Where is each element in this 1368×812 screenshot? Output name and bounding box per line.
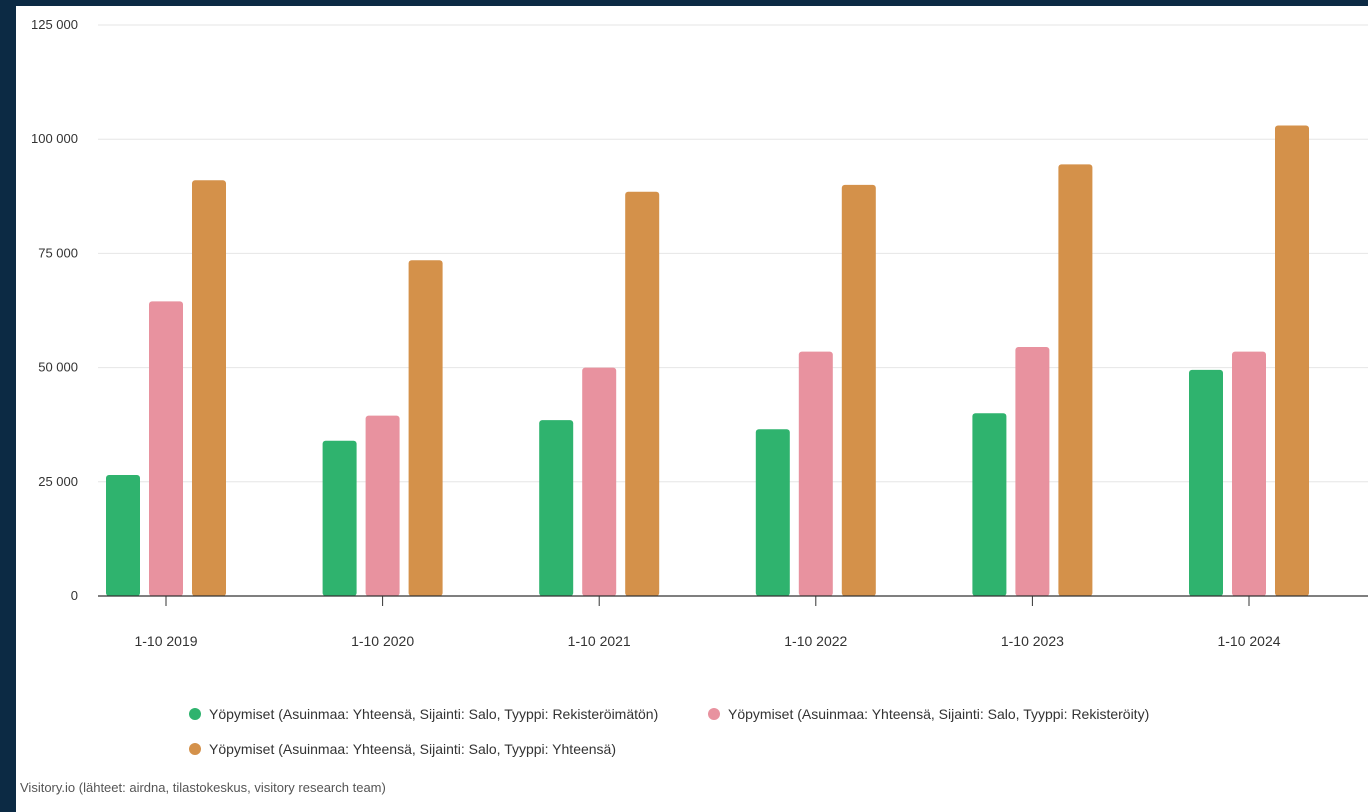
bar-1-1-10-2020[interactable] bbox=[322, 440, 357, 596]
bar-3-1-10-2023[interactable] bbox=[1058, 164, 1093, 596]
bar-2-1-10-2020[interactable] bbox=[365, 415, 400, 596]
credits: Visitory.io (lähteet: airdna, tilastokes… bbox=[20, 780, 386, 795]
credits-text[interactable]: Visitory.io (lähteet: airdna, tilastokes… bbox=[20, 780, 386, 795]
x-tick-label: 1-10 2023 bbox=[1001, 633, 1064, 649]
legend-item-2[interactable]: Yöpymiset (Asuinmaa: Yhteensä, Sijainti:… bbox=[708, 706, 1149, 722]
chart-frame: 0 25 000 50 000 75 000 100 000 125 000 1-10 2… bbox=[16, 6, 1368, 812]
x-tick-label: 1-10 2021 bbox=[568, 633, 631, 649]
bar-chart: 0 25 000 50 000 75 000 100 000 125 000 1-10 2… bbox=[20, 17, 1368, 795]
legend-item-1[interactable]: Yöpymiset (Asuinmaa: Yhteensä, Sijainti:… bbox=[189, 706, 658, 722]
legend-label: Yöpymiset (Asuinmaa: Yhteensä, Sijainti:… bbox=[209, 706, 658, 722]
legend: Yöpymiset (Asuinmaa: Yhteensä, Sijainti:… bbox=[189, 706, 1149, 757]
legend-marker bbox=[189, 743, 201, 755]
legend-marker bbox=[708, 708, 720, 720]
y-tick-label: 75 000 bbox=[38, 245, 78, 260]
bar-1-1-10-2021[interactable] bbox=[539, 420, 574, 596]
bar-1-1-10-2024[interactable] bbox=[1189, 369, 1223, 596]
x-tick-label: 1-10 2020 bbox=[351, 633, 414, 649]
y-tick-label: 25 000 bbox=[38, 474, 78, 489]
bar-2-1-10-2019[interactable] bbox=[149, 301, 183, 596]
bar-1-1-10-2019[interactable] bbox=[106, 474, 140, 596]
bars bbox=[106, 125, 1309, 596]
bar-3-1-10-2021[interactable] bbox=[625, 191, 660, 596]
y-tick-label: 100 000 bbox=[31, 131, 78, 146]
bar-3-1-10-2024[interactable] bbox=[1275, 125, 1309, 596]
x-tick-label: 1-10 2024 bbox=[1217, 633, 1280, 649]
bar-1-1-10-2023[interactable] bbox=[972, 413, 1007, 596]
legend-marker bbox=[189, 708, 201, 720]
y-tick-label: 125 000 bbox=[31, 17, 78, 32]
bar-1-1-10-2022[interactable] bbox=[755, 429, 790, 596]
grid-lines bbox=[98, 24, 1368, 483]
bar-3-1-10-2020[interactable] bbox=[408, 260, 443, 596]
bar-2-1-10-2021[interactable] bbox=[582, 367, 617, 596]
y-tick-label: 50 000 bbox=[38, 360, 78, 375]
bar-3-1-10-2022[interactable] bbox=[841, 184, 876, 596]
x-tick-label: 1-10 2019 bbox=[134, 633, 197, 649]
bar-2-1-10-2024[interactable] bbox=[1232, 351, 1266, 596]
bar-3-1-10-2019[interactable] bbox=[192, 180, 226, 596]
y-axis: 0 25 000 50 000 75 000 100 000 125 000 bbox=[31, 17, 78, 603]
bar-2-1-10-2023[interactable] bbox=[1015, 347, 1050, 596]
legend-item-3[interactable]: Yöpymiset (Asuinmaa: Yhteensä, Sijainti:… bbox=[189, 741, 616, 757]
x-axis: 1-10 2019 1-10 2020 1-10 2021 1-10 2022 1-10… bbox=[98, 595, 1368, 649]
y-tick-label: 0 bbox=[71, 588, 78, 603]
legend-label: Yöpymiset (Asuinmaa: Yhteensä, Sijainti:… bbox=[728, 706, 1149, 722]
x-tick-label: 1-10 2022 bbox=[784, 633, 847, 649]
legend-label: Yöpymiset (Asuinmaa: Yhteensä, Sijainti:… bbox=[209, 741, 616, 757]
bar-2-1-10-2022[interactable] bbox=[798, 351, 833, 596]
